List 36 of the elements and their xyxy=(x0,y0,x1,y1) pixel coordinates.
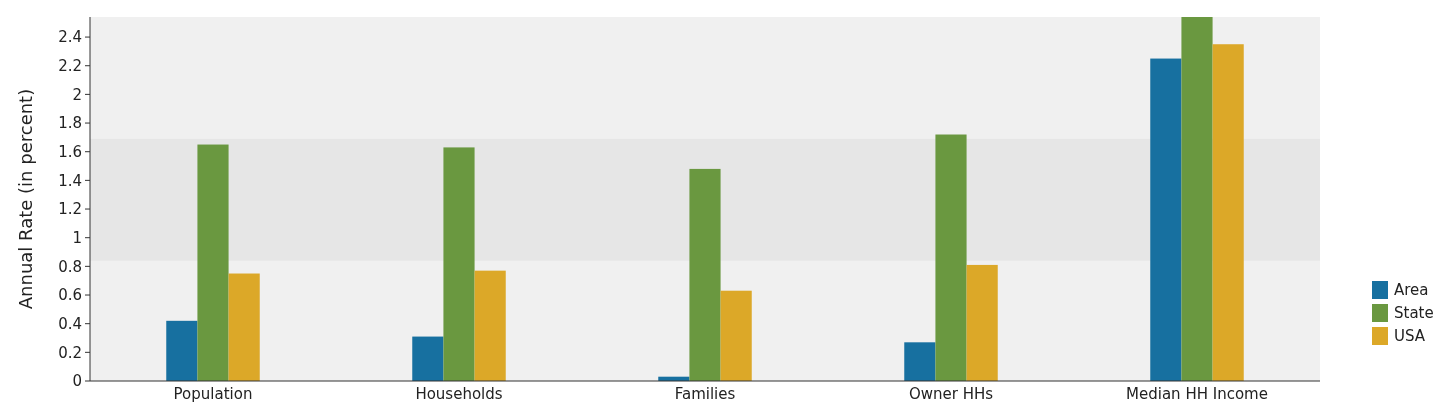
bar xyxy=(474,270,506,381)
bar xyxy=(197,144,229,381)
bar xyxy=(904,342,936,381)
y-tick-label: 1.6 xyxy=(58,142,82,161)
y-axis-title: Annual Rate (in percent) xyxy=(15,88,36,310)
bar xyxy=(966,264,998,381)
bar xyxy=(443,147,475,381)
y-tick-label: 2.4 xyxy=(58,28,82,47)
x-tick-label: Median HH Income xyxy=(1126,385,1268,403)
y-tick-label: 0.2 xyxy=(58,343,82,362)
x-tick-label: Population xyxy=(173,385,253,403)
y-tick-label: 0 xyxy=(72,372,82,391)
x-tick-label: Families xyxy=(674,385,736,403)
bar xyxy=(689,168,721,381)
bar xyxy=(1181,17,1213,381)
y-tick-label: 2.2 xyxy=(58,56,82,75)
x-tick-label: Households xyxy=(415,385,503,403)
bar xyxy=(1150,58,1182,381)
legend-label: Area xyxy=(1394,281,1429,300)
y-tick-label: 1.8 xyxy=(58,114,82,133)
y-tick-label: 1.4 xyxy=(58,171,82,190)
y-tick-label: 0.8 xyxy=(58,257,82,276)
y-tick-label: 2 xyxy=(72,85,82,104)
bar xyxy=(166,320,198,381)
y-tick-label: 0.6 xyxy=(58,286,82,305)
y-tick-label: 1.2 xyxy=(58,200,82,219)
bar xyxy=(935,134,967,381)
bar xyxy=(720,290,752,381)
y-tick-label: 1 xyxy=(72,228,82,247)
bar xyxy=(1212,44,1244,381)
y-tick-label: 0.4 xyxy=(58,314,82,333)
legend-label: USA xyxy=(1394,327,1426,346)
x-tick-label: Owner HHs xyxy=(908,385,994,403)
bar xyxy=(412,336,444,381)
legend-label: State xyxy=(1394,304,1434,323)
bar xyxy=(228,273,260,381)
